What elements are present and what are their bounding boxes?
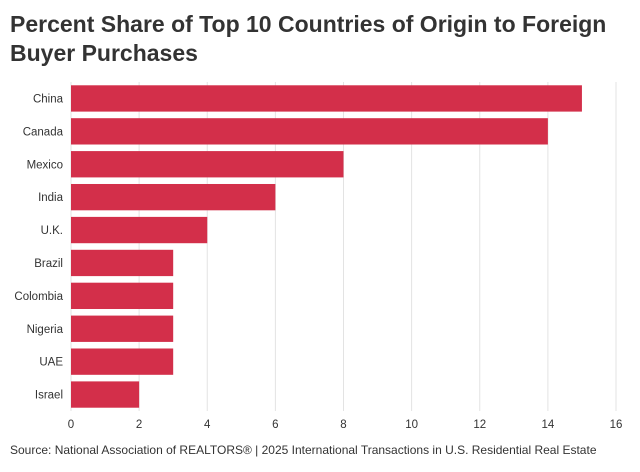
chart-title: Percent Share of Top 10 Countries of Ori… xyxy=(10,11,607,66)
x-tick-label: 6 xyxy=(272,419,278,431)
source-note: Source: National Association of REALTORS… xyxy=(10,443,597,457)
category-label: Canada xyxy=(23,126,64,138)
category-label: Brazil xyxy=(34,258,63,270)
x-tick-label: 16 xyxy=(610,419,623,431)
bar-nigeria xyxy=(71,315,174,342)
x-tick-label: 0 xyxy=(68,419,74,431)
category-label: India xyxy=(38,192,64,204)
bar-colombia xyxy=(71,282,174,310)
x-tick-label: 10 xyxy=(405,419,418,431)
bars xyxy=(71,85,582,408)
bar-mexico xyxy=(71,151,344,178)
x-axis-ticks: 0 2 4 6 8 10 12 14 16 xyxy=(68,419,623,431)
category-label: U.K. xyxy=(41,225,63,237)
category-label: UAE xyxy=(39,357,63,369)
x-tick-label: 12 xyxy=(473,419,486,431)
bar-uae xyxy=(71,348,174,375)
category-label: China xyxy=(33,93,64,105)
category-label: Nigeria xyxy=(27,324,64,336)
category-label: Colombia xyxy=(14,291,63,303)
category-label: Mexico xyxy=(27,159,63,171)
x-tick-label: 8 xyxy=(340,419,346,431)
x-tick-label: 14 xyxy=(541,419,554,431)
category-labels: China Canada Mexico India U.K. Brazil Colombia… xyxy=(14,93,63,401)
bar-china xyxy=(71,85,582,112)
bar-u-k xyxy=(71,216,208,244)
bar-brazil xyxy=(71,249,174,277)
bar-canada xyxy=(71,118,548,145)
bar-india xyxy=(71,183,276,211)
x-tick-label: 4 xyxy=(204,419,211,431)
category-label: Israel xyxy=(35,390,63,402)
bar-israel xyxy=(71,381,140,408)
x-tick-label: 2 xyxy=(136,419,142,431)
